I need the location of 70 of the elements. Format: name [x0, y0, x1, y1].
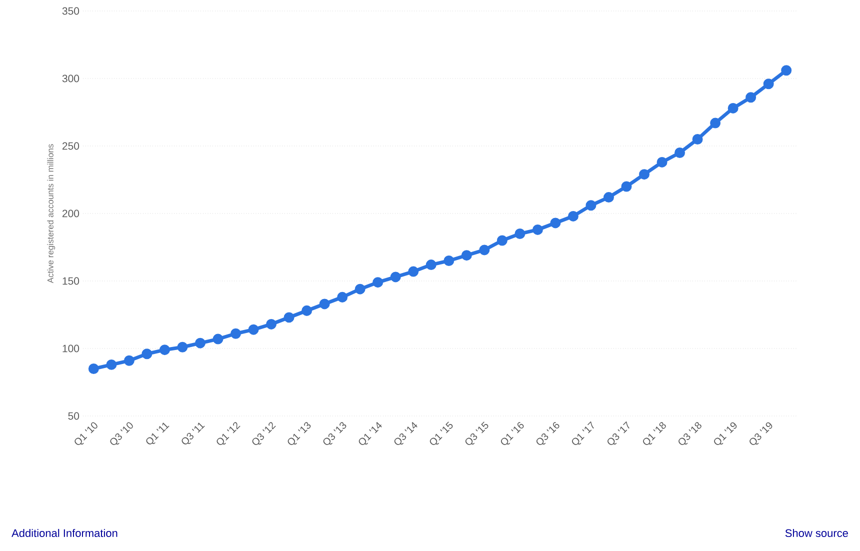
- point: [302, 305, 312, 316]
- point: [177, 342, 188, 352]
- x-tick-label: Q1 '16: [500, 422, 524, 445]
- y-tick-label: 150: [62, 277, 80, 285]
- point: [656, 156, 668, 168]
- x-tick-label: Q1 '15: [430, 422, 453, 445]
- x-tick-label: Q3 '12: [252, 422, 276, 445]
- x-tick-label: Q3 '19: [750, 422, 772, 445]
- x-tick-label: Q1 '12: [216, 422, 240, 445]
- point: [284, 312, 294, 323]
- x-tick-label: Q3 '10: [110, 422, 133, 445]
- point: [568, 210, 578, 222]
- point: [763, 78, 774, 90]
- y-tick-label: 50: [68, 412, 80, 420]
- point: [159, 344, 170, 356]
- x-tick-label: Q1 '14: [358, 422, 382, 445]
- point: [266, 318, 277, 330]
- point: [408, 266, 419, 277]
- y-tick-label: 300: [62, 74, 80, 82]
- point: [124, 355, 134, 366]
- point: [639, 169, 650, 180]
- y-tick-label: 250: [62, 142, 80, 150]
- point: [354, 284, 366, 294]
- x-tick-label: Q3 '18: [678, 422, 702, 445]
- point: [496, 235, 508, 246]
- x-tick-label: Q1 '13: [288, 422, 311, 445]
- text: Show source: [785, 528, 848, 538]
- point: [230, 328, 242, 339]
- point: [603, 192, 614, 203]
- point: [479, 244, 490, 256]
- point: [390, 272, 401, 282]
- point: [621, 181, 632, 192]
- point: [212, 334, 224, 344]
- point: [746, 92, 756, 103]
- x-tick-label: Q1 '11: [146, 422, 170, 444]
- point: [106, 359, 117, 370]
- point: [586, 200, 596, 211]
- x-tick-label: Q3 '17: [608, 421, 630, 445]
- x-tick-label: Q3 '16: [536, 422, 560, 445]
- point: [461, 250, 472, 261]
- point: [514, 228, 526, 239]
- point: [426, 260, 436, 270]
- point: [781, 65, 792, 76]
- point: [194, 338, 206, 348]
- point: [674, 147, 686, 158]
- text: Additional Information: [12, 528, 118, 538]
- x-tick-label: Q3 '11: [182, 422, 205, 444]
- point: [248, 324, 259, 335]
- point: [550, 218, 561, 228]
- x-tick-label: Q3 '15: [465, 422, 488, 445]
- point: [444, 255, 454, 266]
- y-tick-label: 100: [62, 344, 80, 352]
- x-tick-label: Q3 '14: [394, 422, 418, 445]
- point: [142, 348, 152, 360]
- x-tick-label: Q1 '17: [572, 421, 594, 445]
- x-tick-label: Q1 '10: [74, 422, 98, 445]
- x-tick-label: Q1 '19: [714, 422, 737, 445]
- y-tick-label: 350: [62, 7, 80, 15]
- y-tick-label: 200: [62, 210, 80, 218]
- x-tick-label: Q3 '13: [323, 422, 346, 445]
- x-tick-label: Q1 '18: [643, 422, 666, 445]
- point: [692, 134, 703, 144]
- point: [88, 363, 99, 374]
- y-axis-title: Active registered accounts in millions: [47, 144, 56, 284]
- point: [710, 118, 721, 128]
- point: [532, 224, 543, 235]
- point: [319, 298, 330, 310]
- point: [728, 102, 738, 114]
- point: [372, 277, 384, 288]
- point: [337, 292, 348, 302]
